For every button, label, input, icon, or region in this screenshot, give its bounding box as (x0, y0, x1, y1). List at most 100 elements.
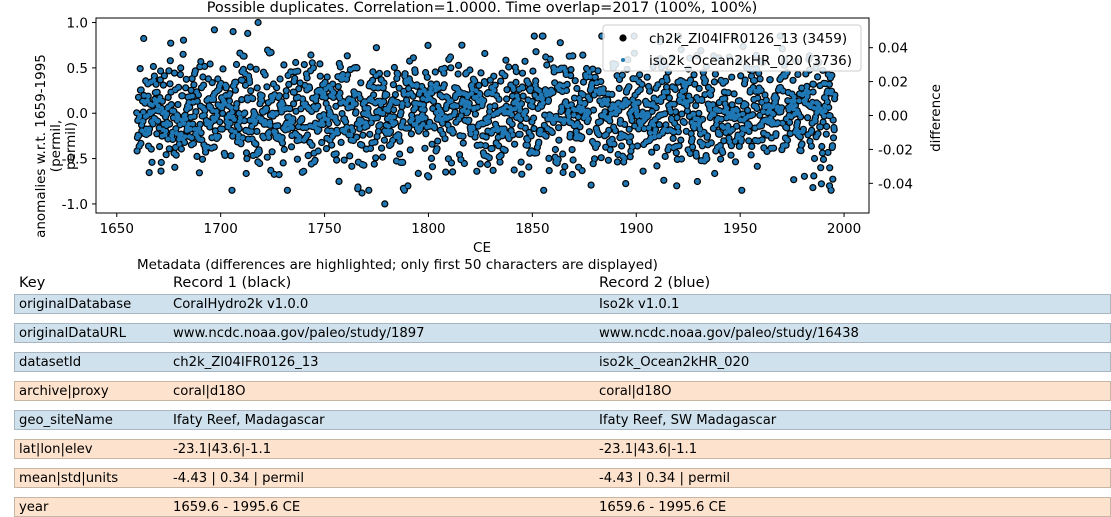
metadata-row: datasetId ch2k_ZI04IFR0126_13 iso2k_Ocean2… (14, 352, 1111, 372)
data-point-blue (510, 132, 516, 138)
data-point-blue (170, 129, 175, 135)
data-point-blue (392, 65, 397, 70)
data-point-blue (428, 81, 434, 87)
data-point-blue (391, 114, 397, 120)
data-point-blue (622, 122, 628, 127)
data-point-blue (689, 136, 695, 142)
data-point-blue (754, 163, 760, 169)
data-point-blue (688, 131, 694, 137)
data-point-blue (335, 74, 341, 80)
data-point-blue (215, 76, 221, 82)
data-point-blue (497, 159, 503, 165)
data-point-blue (469, 82, 475, 88)
data-point-blue (309, 109, 314, 114)
data-point-blue (502, 147, 508, 153)
data-point-blue (738, 73, 744, 79)
data-point-blue (714, 122, 719, 128)
data-point-blue (651, 122, 657, 128)
data-point-blue (222, 153, 228, 158)
data-point-blue (560, 151, 566, 157)
data-point-blue (520, 85, 526, 91)
data-point-blue (688, 97, 694, 103)
data-point-blue (299, 116, 305, 121)
data-point-blue (512, 65, 518, 70)
data-point-blue (388, 141, 394, 147)
data-point-blue (680, 94, 686, 100)
data-point-blue (325, 128, 330, 134)
data-point-blue (491, 73, 497, 79)
data-point-blue (736, 112, 741, 118)
data-point-blue (712, 171, 718, 176)
data-point-blue (691, 111, 696, 117)
data-point-blue (232, 129, 238, 135)
data-point-blue (730, 127, 735, 132)
data-point-blue (699, 98, 705, 103)
data-point-blue (569, 102, 574, 108)
data-point-blue (242, 110, 248, 116)
data-point-blue (157, 144, 163, 150)
metadata-key-cell: datasetId (19, 355, 82, 370)
data-point-blue (203, 149, 209, 155)
data-point-blue (232, 117, 237, 122)
data-point-blue (598, 119, 603, 124)
data-point-blue (717, 143, 723, 148)
data-point-blue (611, 141, 617, 147)
data-point-blue (542, 122, 547, 128)
data-point-blue (150, 109, 156, 115)
data-point-blue (596, 132, 602, 138)
data-point-blue (165, 95, 171, 100)
data-point-blue (254, 85, 260, 91)
data-point-blue (269, 149, 275, 155)
data-point-blue (704, 156, 710, 162)
data-point-blue (236, 126, 242, 132)
data-point-blue (746, 138, 752, 144)
data-point-blue (289, 144, 294, 150)
data-point-blue (617, 77, 622, 82)
data-point-blue (774, 95, 779, 101)
data-point-blue (172, 87, 178, 93)
data-point-blue (441, 82, 447, 88)
data-point-blue (397, 138, 403, 144)
data-point-blue (795, 120, 800, 125)
data-point-blue (348, 132, 354, 138)
data-point-blue (396, 132, 402, 138)
data-point-blue (810, 185, 816, 191)
data-point-blue (462, 161, 467, 166)
data-point-blue (785, 137, 790, 143)
data-point-blue (809, 143, 814, 149)
data-point-blue (157, 77, 163, 83)
data-point-blue (708, 92, 713, 98)
metadata-key-cell: year (19, 500, 49, 515)
data-point-blue (568, 73, 574, 78)
data-point-blue (448, 54, 453, 60)
data-point-blue (640, 168, 646, 174)
data-point-blue (693, 103, 699, 108)
data-point-blue (289, 125, 295, 131)
data-point-blue (469, 91, 474, 96)
data-point-blue (352, 90, 358, 96)
data-point-blue (349, 104, 355, 110)
data-point-blue (743, 102, 749, 108)
data-point-blue (685, 147, 691, 153)
data-point-blue (327, 137, 333, 143)
data-point-blue (167, 121, 173, 127)
data-point-blue (315, 103, 321, 109)
data-point-blue (375, 115, 380, 121)
data-point-blue (827, 165, 833, 171)
data-point-blue (674, 157, 680, 162)
data-point-blue (211, 97, 217, 102)
data-point-blue (350, 128, 356, 134)
data-point-blue (238, 141, 244, 147)
data-point-blue (162, 73, 167, 79)
data-point-blue (197, 170, 202, 176)
data-point-blue (592, 156, 597, 162)
data-point-blue (595, 68, 601, 74)
data-point-blue (757, 76, 763, 82)
metadata-record1-cell: -4.43 | 0.34 | permil (173, 471, 304, 486)
data-point-blue (446, 156, 451, 162)
data-point-blue (528, 133, 534, 139)
data-point-blue (445, 95, 451, 101)
data-point-blue (679, 111, 685, 117)
data-point-blue (442, 66, 447, 71)
data-point-blue (622, 155, 627, 161)
